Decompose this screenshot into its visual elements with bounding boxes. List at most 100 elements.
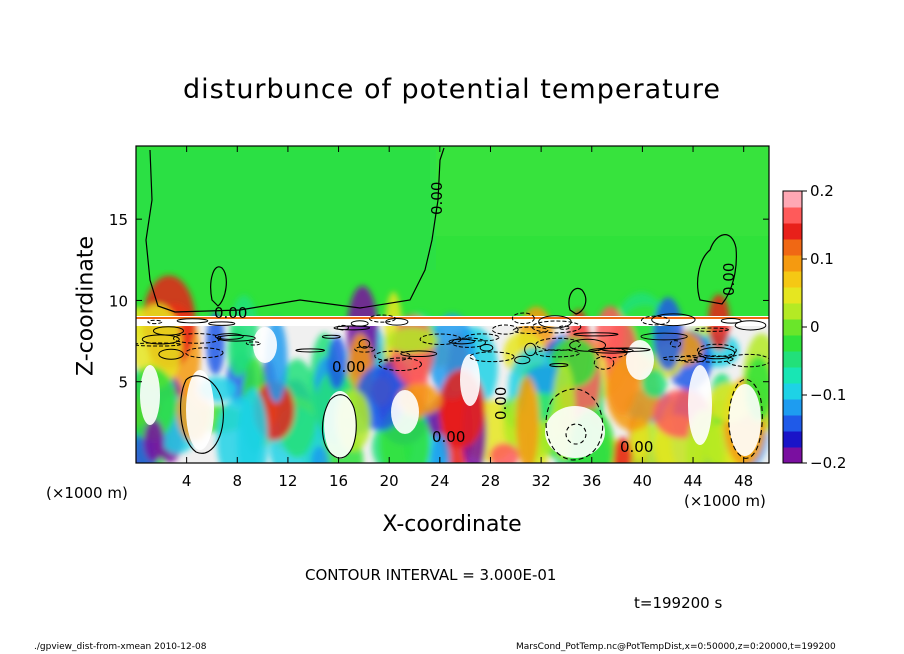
field-blob <box>143 418 165 463</box>
colorbar-swatch <box>783 255 802 272</box>
mix-contour <box>152 326 185 336</box>
mix-contour <box>669 340 681 348</box>
field-white-cell <box>729 384 761 456</box>
x-tick-label: 36 <box>582 472 601 490</box>
mix-contour <box>651 313 696 327</box>
contour-loop-b <box>568 287 587 315</box>
plot-frame <box>135 145 770 464</box>
y-tick-label: 15 <box>109 211 128 229</box>
colorbar-swatch <box>783 287 802 304</box>
mix-contour <box>573 332 619 337</box>
colorbar-swatch <box>783 239 802 256</box>
contour-label: 0.00 <box>620 438 653 456</box>
plot-area: 0.00 0.00 0.00 0.00 0.00 0.00 0.00 <box>136 146 769 463</box>
field-blob <box>596 306 625 363</box>
mix-contour <box>524 342 537 357</box>
footer-right-text: MarsCond_PotTemp.nc@PotTempDist,x=0:5000… <box>516 642 836 652</box>
mix-contour <box>245 341 261 346</box>
y-tick-label: 5 <box>118 374 128 392</box>
field-white-cell <box>626 340 654 380</box>
x-tick-label: 28 <box>481 472 500 490</box>
x-axis-unit-label: (×1000 m) <box>46 484 128 502</box>
mix-contour <box>479 343 494 352</box>
mix-contour <box>214 333 244 340</box>
mix-contour <box>596 347 628 359</box>
mix-contour <box>558 325 570 330</box>
colorbar-tick-label: 0.1 <box>810 250 834 268</box>
colorbar-swatch <box>783 399 802 416</box>
contour-loop-e <box>321 394 357 459</box>
colorbar-swatch <box>783 191 802 208</box>
mix-contour <box>469 351 515 363</box>
colorbar-swatch <box>783 415 802 432</box>
contour-loop-d <box>180 375 224 454</box>
field-blob <box>385 327 439 354</box>
mix-contour <box>514 355 531 365</box>
contour-loop-c <box>697 234 737 305</box>
contour-loop-h <box>728 378 763 459</box>
colorbar-swatch <box>783 351 802 368</box>
x-tick-label: 16 <box>329 472 348 490</box>
mix-contour <box>136 342 182 347</box>
colorbar-swatch <box>783 271 802 288</box>
colorbar-tick-label: 0 <box>810 318 820 336</box>
x-tick-label: 44 <box>683 472 702 490</box>
contour-interval-text: CONTOUR INTERVAL = 3.000E-01 <box>305 566 557 584</box>
mix-contour <box>549 363 569 368</box>
contour-label: 0.00 <box>428 182 446 215</box>
field-white-cell <box>460 354 480 406</box>
mix-contour <box>640 332 688 341</box>
mix-contour <box>185 347 224 359</box>
colorbar-ticks: 0.2 0.1 0 −0.1 −0.2 <box>802 182 846 472</box>
field-blob <box>206 312 225 375</box>
colorbar-tick-label: −0.1 <box>810 386 846 404</box>
field-blob <box>515 376 539 463</box>
contour-loop-f <box>545 388 604 461</box>
x-tick-label: 48 <box>734 472 753 490</box>
mix-contour <box>147 319 163 325</box>
mix-contour <box>354 346 376 353</box>
footer-left-text: ./gpview_dist-from-xmean 2010-12-08 <box>34 642 207 652</box>
x-tick-label: 4 <box>182 472 192 490</box>
mix-contour <box>158 348 184 360</box>
upper-region-tint-left <box>136 150 436 270</box>
field-white-cell <box>324 391 356 459</box>
mix-contour <box>448 338 475 345</box>
colorbar-swatch <box>783 319 802 336</box>
mix-contour <box>569 338 607 352</box>
x-tick-label: 20 <box>380 472 399 490</box>
mix-contour <box>208 321 236 326</box>
mix-contour <box>378 357 422 372</box>
field-blob <box>612 437 632 463</box>
contour-label: 0.00 <box>720 263 738 296</box>
mix-contour <box>400 350 438 358</box>
x-axis-label: X-coordinate <box>382 512 522 537</box>
mix-contour <box>172 333 222 344</box>
colorbar-tick-label: −0.2 <box>810 454 846 472</box>
colorbar-tick-label: 0.2 <box>810 182 834 200</box>
field-white-cell <box>253 327 277 363</box>
contour-label: 0.00 <box>432 428 465 446</box>
colorbar-swatch <box>783 303 802 320</box>
colorbar-swatch <box>783 383 802 400</box>
mix-contour <box>512 326 549 334</box>
mixing-band <box>136 316 769 326</box>
mix-contour <box>350 320 369 327</box>
mix-contour <box>693 355 734 363</box>
colorbar <box>783 191 802 464</box>
colorbar-swatch <box>783 367 802 384</box>
x-axis-unit-label-right: (×1000 m) <box>684 492 766 510</box>
field-blob <box>489 442 519 463</box>
mix-contour <box>295 348 325 353</box>
contour-line-upper-left <box>145 147 445 313</box>
mix-contour <box>333 325 371 331</box>
field-blob <box>653 297 683 371</box>
chart-title: disturbunce of potential temperature <box>183 74 721 105</box>
x-tick-label: 8 <box>233 472 243 490</box>
field-blob <box>311 446 329 463</box>
lower-region-white-cells <box>140 327 761 459</box>
mix-contour <box>720 318 742 324</box>
mixing-band-contours <box>136 312 769 372</box>
colorbar-swatch <box>783 207 802 224</box>
